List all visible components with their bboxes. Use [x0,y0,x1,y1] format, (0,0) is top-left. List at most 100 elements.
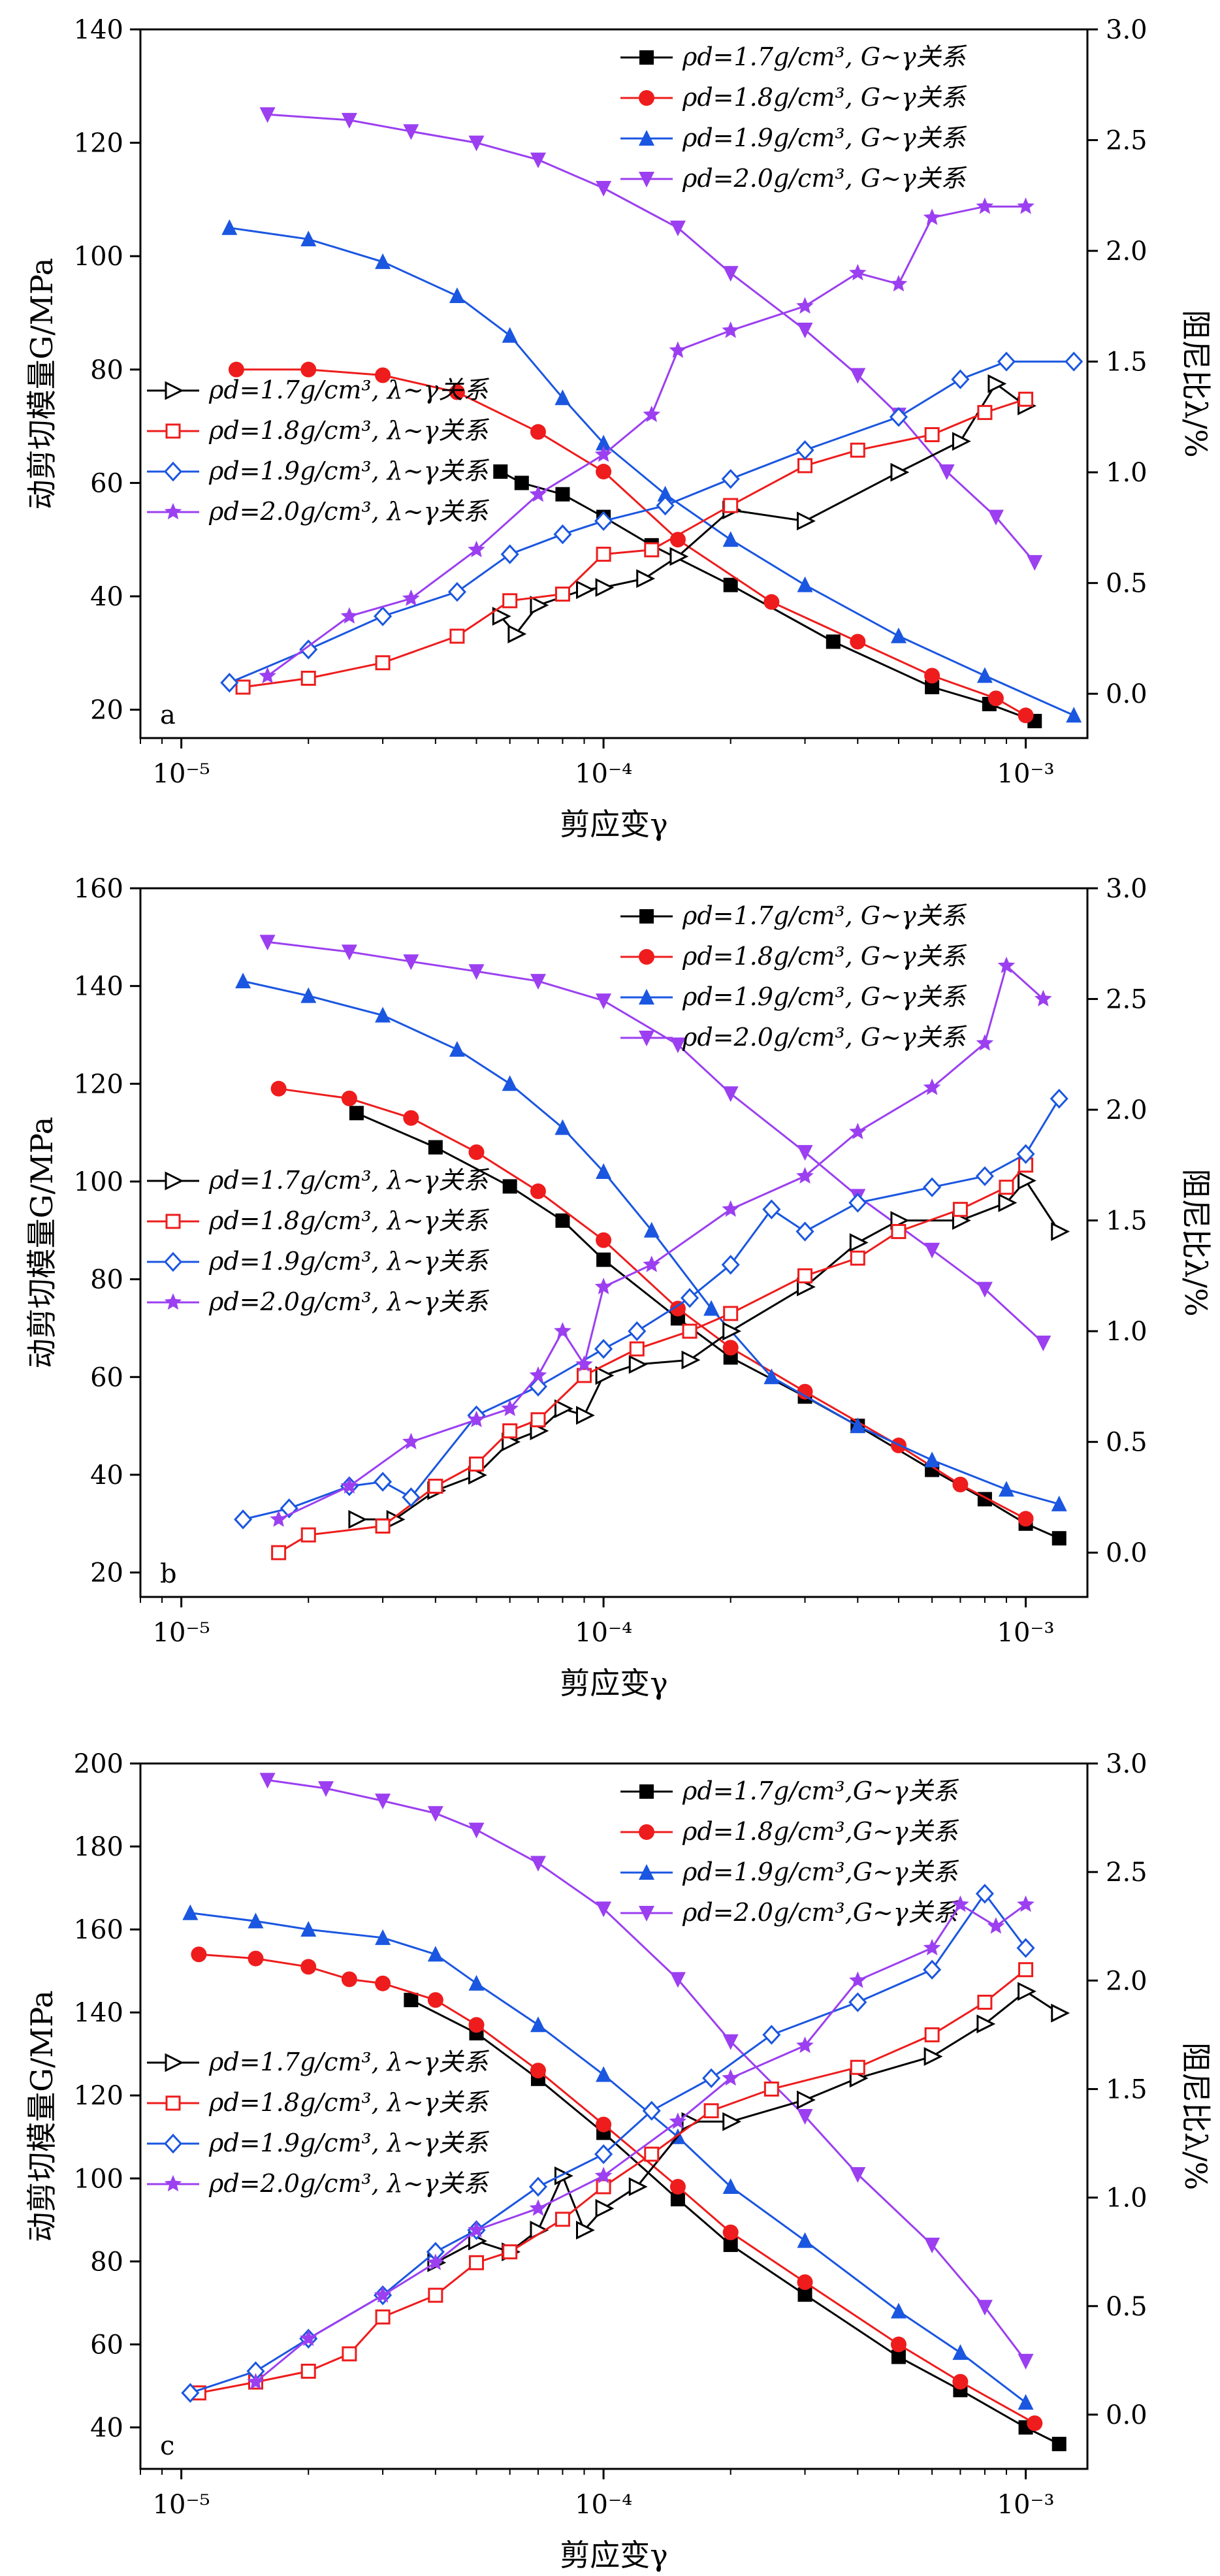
series-left-2 [235,973,1067,1511]
y-tick-label: 80 [90,355,123,385]
data-point [374,606,393,626]
data-point [1051,2436,1067,2451]
data-point [797,2287,812,2302]
series-right-7 [247,1895,1035,2390]
legend-marker [163,461,183,482]
x-axis-title: 剪应变γ [560,1666,668,1701]
data-point [468,135,485,152]
y-tick-label: 60 [90,468,123,498]
data-point [341,1090,357,1106]
x-axis-title: 剪应变γ [560,807,668,842]
data-point [554,2212,570,2227]
data-point [976,2300,993,2316]
y-tick-label: 80 [90,2247,123,2277]
data-point [797,323,813,339]
data-point [530,1412,546,1428]
series-line [242,398,1026,688]
data-point [977,405,993,421]
data-point [375,1519,391,1534]
data-point [987,374,1007,393]
data-point [404,1993,419,2008]
data-point [849,1123,867,1140]
data-point [1051,1495,1067,1511]
legend-label: ρd=2.0g/cm³,G~γ关系 [682,1898,959,1927]
data-point [721,1255,740,1275]
y-tick-label: 120 [74,1069,123,1099]
data-point [722,1086,739,1103]
x-tick-label: 10⁻⁵ [153,759,210,789]
data-point [403,1110,419,1126]
data-point [849,1971,867,1988]
data-point [468,2017,485,2033]
data-point [1016,1144,1035,1165]
x-tick-label: 10⁻³ [997,1618,1055,1648]
data-point [375,367,391,383]
data-point [657,485,673,502]
data-point [375,2309,391,2325]
y2-tick-label: 3.0 [1106,1749,1148,1779]
data-point [528,1376,547,1397]
data-point [976,667,993,683]
data-point [1027,555,1043,571]
data-point [722,266,739,282]
data-point [723,2237,738,2252]
data-point [596,1163,612,1179]
y-tick-label: 20 [90,1558,123,1588]
data-point [428,1140,443,1155]
y2-tick-label: 2.0 [1106,1966,1148,1996]
legend-entry: ρd=1.8g/cm³, λ~γ关系 [147,2088,489,2117]
data-point [300,2363,316,2379]
data-point [375,1929,391,1945]
data-point [501,1399,519,1417]
y-tick-label: 60 [90,1362,123,1393]
data-point [976,1281,993,1298]
legend-marker [639,909,654,924]
data-point [924,1242,940,1259]
panel-label: c [160,2431,174,2461]
y-tick-label: 180 [74,1832,123,1862]
data-point [890,2336,907,2353]
data-point [514,475,529,491]
legend-label: ρd=1.8g/cm³,G~γ关系 [682,1817,959,1846]
data-point [923,1177,942,1197]
series-right-4 [492,374,1036,644]
y-tick-label: 60 [90,2330,123,2360]
y-tick-label: 80 [90,1265,123,1295]
data-point [924,427,940,442]
data-point [722,2224,739,2240]
data-point [468,1144,485,1161]
data-point [221,219,238,235]
legend-label: ρd=1.9g/cm³, λ~γ关系 [208,457,489,485]
data-point [890,627,907,643]
data-point [669,220,686,236]
data-point [375,1006,391,1023]
data-point [656,495,675,516]
y2-axis-title: 阻尼比λ/% [1178,2042,1213,2190]
y2-tick-label: 2.5 [1106,126,1148,156]
legend-entry: ρd=1.9g/cm³, λ~γ关系 [147,457,489,485]
legend-entry: ρd=1.8g/cm³,G~γ关系 [620,1817,959,1846]
data-point [555,1213,570,1228]
series-right-4 [427,1982,1070,2272]
legend-marker [639,1864,654,1880]
data-point [977,1995,993,2010]
legend-marker [165,1171,184,1191]
data-point [951,369,970,389]
data-point [1018,2353,1034,2370]
y-axis-title: 动剪切模量G/MPa [24,1117,59,1369]
y-tick-label: 100 [74,242,123,272]
series-line [190,1912,1027,2404]
data-point [375,253,391,269]
data-point [796,2037,814,2053]
legend-entry: ρd=1.7g/cm³, λ~γ关系 [147,376,489,404]
data-point [271,1545,287,1560]
data-point [228,361,244,378]
y2-tick-label: 0.5 [1106,569,1148,599]
data-point [975,1884,994,1904]
data-point [723,577,738,592]
data-point [375,1975,391,1991]
data-point [628,1321,647,1342]
legend-entry: ρd=2.0g/cm³, G~γ关系 [620,1023,967,1052]
data-point [999,1180,1014,1195]
data-point [340,607,359,624]
